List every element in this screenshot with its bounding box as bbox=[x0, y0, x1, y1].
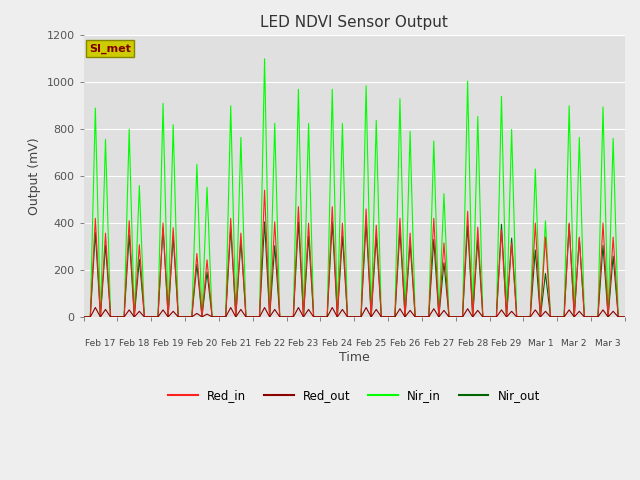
Nir_in bbox=[260, 56, 268, 62]
Red_in bbox=[424, 314, 431, 320]
Text: Feb 27: Feb 27 bbox=[424, 339, 454, 348]
Text: Mar 3: Mar 3 bbox=[595, 339, 621, 348]
Nir_out bbox=[621, 314, 628, 320]
Text: Feb 29: Feb 29 bbox=[492, 339, 522, 348]
Nir_out bbox=[538, 298, 546, 304]
Nir_in bbox=[615, 314, 623, 320]
Red_out bbox=[615, 314, 623, 320]
Text: Mar 1: Mar 1 bbox=[527, 339, 553, 348]
X-axis label: Time: Time bbox=[339, 351, 370, 364]
Text: Mar 2: Mar 2 bbox=[561, 339, 587, 348]
Text: Feb 21: Feb 21 bbox=[221, 339, 251, 348]
Nir_in bbox=[79, 314, 87, 320]
Nir_out bbox=[260, 219, 268, 225]
Legend: Red_in, Red_out, Nir_in, Nir_out: Red_in, Red_out, Nir_in, Nir_out bbox=[164, 385, 545, 407]
Line: Red_in: Red_in bbox=[83, 190, 625, 317]
Line: Red_out: Red_out bbox=[83, 308, 625, 317]
Nir_in bbox=[424, 314, 431, 320]
Red_in bbox=[79, 314, 87, 320]
Text: Feb 28: Feb 28 bbox=[458, 339, 488, 348]
Red_in bbox=[615, 314, 623, 320]
Red_out bbox=[79, 314, 87, 320]
Text: Feb 17: Feb 17 bbox=[85, 339, 116, 348]
Y-axis label: Output (mV): Output (mV) bbox=[28, 137, 41, 215]
Red_in bbox=[260, 187, 268, 193]
Nir_out bbox=[472, 275, 479, 281]
Nir_out bbox=[424, 314, 431, 320]
Red_out bbox=[424, 314, 431, 320]
Text: Feb 19: Feb 19 bbox=[153, 339, 183, 348]
Nir_in bbox=[506, 195, 514, 201]
Text: Feb 25: Feb 25 bbox=[356, 339, 387, 348]
Text: Feb 18: Feb 18 bbox=[119, 339, 150, 348]
Line: Nir_out: Nir_out bbox=[83, 222, 625, 317]
Nir_in bbox=[191, 238, 198, 243]
Red_in bbox=[538, 285, 546, 290]
Red_out bbox=[506, 311, 514, 316]
Nir_out bbox=[506, 264, 514, 270]
Red_out bbox=[92, 305, 99, 311]
Text: SI_met: SI_met bbox=[89, 44, 131, 54]
Line: Nir_in: Nir_in bbox=[83, 59, 625, 317]
Red_out bbox=[621, 314, 628, 320]
Red_in bbox=[191, 282, 198, 288]
Red_out bbox=[472, 311, 479, 316]
Title: LED NDVI Sensor Output: LED NDVI Sensor Output bbox=[260, 15, 448, 30]
Red_out bbox=[191, 312, 198, 318]
Nir_in bbox=[538, 279, 546, 285]
Text: Feb 20: Feb 20 bbox=[187, 339, 217, 348]
Nir_in bbox=[621, 314, 628, 320]
Text: Feb 24: Feb 24 bbox=[323, 339, 353, 348]
Red_in bbox=[472, 269, 479, 275]
Nir_out bbox=[615, 314, 623, 320]
Nir_out bbox=[79, 314, 87, 320]
Nir_out bbox=[191, 288, 198, 293]
Red_in bbox=[506, 267, 514, 273]
Text: Feb 26: Feb 26 bbox=[390, 339, 420, 348]
Text: Feb 23: Feb 23 bbox=[289, 339, 319, 348]
Text: Feb 22: Feb 22 bbox=[255, 339, 285, 348]
Nir_in bbox=[472, 214, 479, 219]
Red_out bbox=[538, 312, 546, 318]
Red_in bbox=[621, 314, 628, 320]
